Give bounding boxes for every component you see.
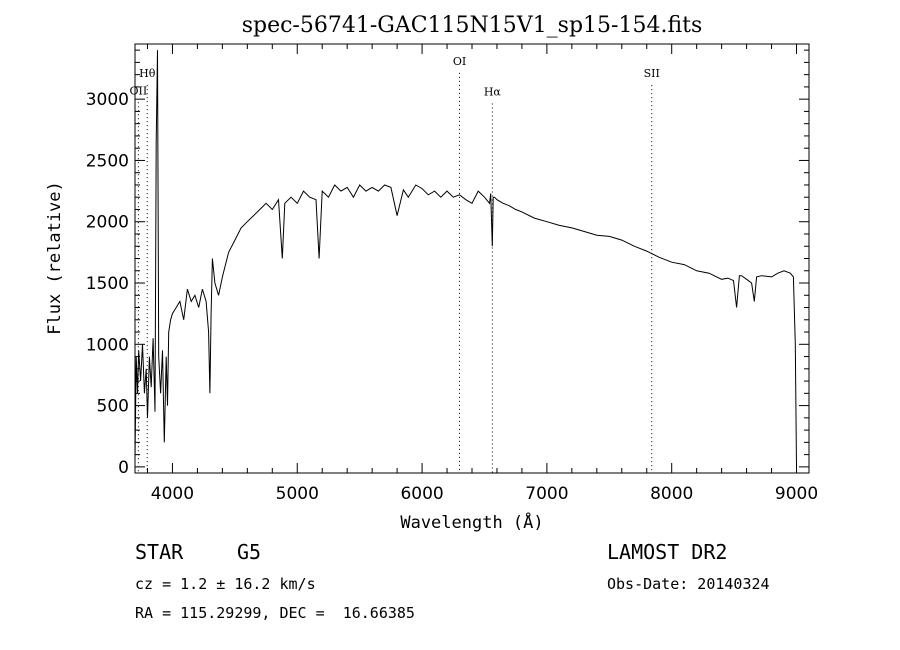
x-tick-label: 5000 bbox=[276, 484, 319, 504]
y-tick-label: 1000 bbox=[86, 335, 129, 355]
spectral-line-label: SII bbox=[644, 67, 660, 80]
x-tick-label: 8000 bbox=[650, 484, 693, 504]
x-axis-label: Wavelength (Å) bbox=[400, 511, 543, 533]
y-tick-label: 0 bbox=[118, 458, 129, 478]
spectral-line-label: Hα bbox=[484, 85, 502, 98]
x-tick-label: 9000 bbox=[775, 484, 818, 504]
spectral-line-label: OII bbox=[130, 84, 148, 97]
spectrum-series-line bbox=[134, 50, 797, 467]
obs-date-text: Obs-Date: 20140324 bbox=[607, 575, 770, 593]
x-tick-label: 4000 bbox=[151, 484, 194, 504]
y-tick-label: 500 bbox=[97, 397, 129, 417]
y-tick-label: 1500 bbox=[86, 274, 129, 294]
spectral-line-markers: Hθ OII OI Hα SII bbox=[130, 55, 660, 473]
plot-frame bbox=[134, 43, 810, 474]
axis-ticks: 4000 5000 6000 7000 8000 9000 0 500 1000 1500 2000… bbox=[86, 44, 818, 504]
spectral-line-label: OI bbox=[453, 55, 466, 68]
x-tick-label: 7000 bbox=[525, 484, 568, 504]
chart-title: spec-56741-GAC115N15V1_sp15-154.fits bbox=[242, 13, 703, 38]
y-tick-label: 3000 bbox=[86, 90, 129, 110]
coordinates-text: RA = 115.29299, DEC = 16.66385 bbox=[135, 604, 415, 622]
object-subclass: G5 bbox=[237, 540, 262, 564]
object-class: STAR bbox=[135, 540, 184, 564]
y-tick-label: 2000 bbox=[86, 213, 129, 233]
y-axis-label: Flux (relative) bbox=[45, 181, 65, 335]
redshift-text: cz = 1.2 ± 16.2 km/s bbox=[135, 575, 316, 593]
x-tick-label: 6000 bbox=[400, 484, 443, 504]
survey-name: LAMOST DR2 bbox=[607, 540, 728, 564]
spectral-line-label: Hθ bbox=[139, 67, 156, 80]
y-tick-label: 2500 bbox=[86, 151, 129, 171]
